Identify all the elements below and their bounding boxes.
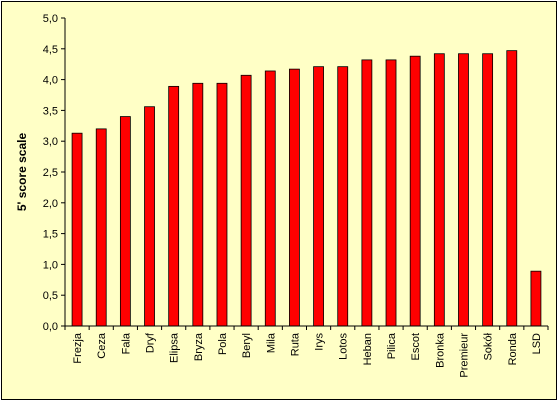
x-tick-label: Lotos	[338, 333, 350, 360]
x-tick-label: Bryza	[193, 332, 205, 361]
bar-ruta	[289, 68, 300, 327]
y-tick-label: 4,0	[43, 75, 58, 87]
x-tick-label: Frezja	[72, 332, 84, 363]
bar-pola	[216, 82, 228, 327]
bar-fala	[119, 116, 131, 327]
x-tick-label: Mila	[265, 332, 277, 353]
x-tick-label: Dryf	[145, 332, 157, 353]
x-tick-label: Fala	[120, 332, 132, 354]
y-axis-label: 5' score scale	[15, 133, 29, 212]
x-tick-label: Escot	[410, 333, 422, 361]
bar-premieur	[458, 53, 469, 327]
x-axis-ticks: Frezja Ceza Fala Dryf Elipsa Bryza Pola Beryl Mi…	[64, 326, 549, 378]
y-tick-label: 3,0	[43, 136, 58, 148]
y-tick-label: 2,0	[43, 198, 58, 210]
bar-sokół	[482, 53, 494, 327]
y-tick-label: 0,5	[43, 290, 58, 302]
bar-mila	[264, 70, 276, 327]
bar-lotos	[337, 66, 349, 327]
x-tick-label: Pola	[217, 332, 229, 355]
bar-ceza	[95, 128, 107, 327]
bar-elipsa	[168, 85, 180, 327]
x-tick-label: Irys	[314, 333, 326, 351]
x-tick-label: Premieur	[458, 333, 470, 378]
y-tick-label: 1,0	[43, 259, 58, 271]
bar-bronka	[433, 53, 445, 327]
x-tick-label: Heban	[362, 333, 374, 365]
x-tick-label: Ronda	[507, 332, 519, 365]
x-tick-label: Beryl	[241, 333, 253, 358]
bar-irys	[313, 66, 324, 327]
bar-bryza	[192, 82, 204, 327]
x-tick-label: Ruta	[289, 332, 301, 356]
y-tick-label: 2,5	[43, 167, 58, 179]
bars	[71, 50, 542, 327]
x-tick-label: Pilica	[386, 332, 398, 359]
y-axis-ticks: 0,0 0,5 1,0 1,5 2,0 2,5 3,0 3,5 4,0 4,5 5,0	[43, 13, 65, 333]
y-tick-label: 4,5	[43, 44, 58, 56]
bar-heban	[361, 59, 373, 327]
y-tick-label: 1,5	[43, 229, 58, 241]
x-tick-label: Elipsa	[169, 332, 181, 363]
y-tick-label: 0,0	[43, 321, 58, 333]
bar-dryf	[144, 106, 155, 327]
bar-frezja	[71, 132, 83, 327]
bar-lsd	[530, 270, 542, 327]
bar-escot	[409, 55, 421, 327]
bar-pilica	[385, 59, 397, 327]
x-tick-label: Sokół	[483, 332, 495, 360]
x-tick-label: Ceza	[96, 332, 108, 359]
x-tick-label: Bronka	[434, 332, 446, 368]
y-tick-label: 3,5	[43, 105, 58, 117]
y-tick-label: 5,0	[43, 13, 58, 25]
bar-ronda	[506, 50, 518, 327]
bar-beryl	[240, 74, 252, 327]
x-tick-label: LSD	[531, 333, 543, 354]
